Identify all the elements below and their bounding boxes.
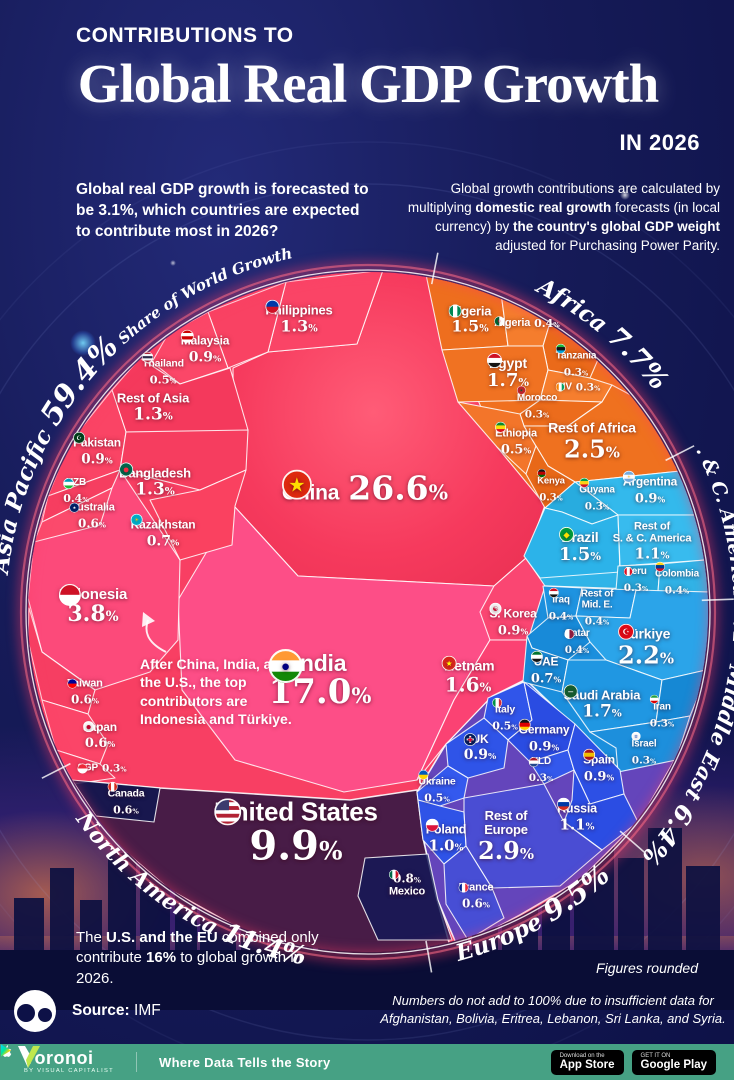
figures-rounded-note: Figures rounded xyxy=(596,960,698,976)
cell-kazakhstan xyxy=(149,469,247,561)
annotation-arrowhead xyxy=(142,612,155,627)
annotation-note: After China, India, and the U.S., the to… xyxy=(140,656,292,728)
cell-mexico xyxy=(357,853,453,941)
voronoi-leaf-icon xyxy=(18,1046,40,1068)
region-tick xyxy=(701,598,734,602)
footer-divider xyxy=(136,1052,138,1072)
cell-canada xyxy=(71,779,161,823)
region-tick xyxy=(425,940,433,973)
region-tick xyxy=(665,445,695,462)
page-title: Global Real GDP Growth xyxy=(77,53,659,114)
cell-egypt xyxy=(441,345,549,403)
cell-russia xyxy=(563,769,639,851)
google-play-badge[interactable]: GET IT ON Google Play xyxy=(1,1044,716,1075)
region-tick xyxy=(430,252,439,285)
footer-tagline: Where Data Tells the Story xyxy=(159,1054,331,1070)
source-row: Source: IMF xyxy=(14,990,161,1032)
brand-name: voronoi xyxy=(24,1048,94,1069)
us-eu-note: The U.S. and the EU combined only contri… xyxy=(76,929,319,987)
disclaimer-note: Numbers do not add to 100% due to insuff… xyxy=(380,993,726,1027)
subtitle: IN 2026 xyxy=(619,130,700,155)
footer-bar: voronoi BY VISUAL CAPITALIST Where Data … xyxy=(0,1044,734,1080)
cell-france xyxy=(443,845,505,941)
intro-question: Global real GDP growth is forecasted to … xyxy=(76,181,369,240)
region-tick xyxy=(41,762,71,779)
cell-peru xyxy=(615,563,661,593)
cell-rest-sc-america xyxy=(617,514,706,567)
visual-capitalist-logo-icon xyxy=(14,990,56,1032)
google-play-icon xyxy=(1,1044,11,1057)
cell-iran xyxy=(655,669,707,723)
brand-subtitle: BY VISUAL CAPITALIST xyxy=(24,1068,115,1075)
cell-rest-mid-east xyxy=(575,587,637,619)
source-text: Source: IMF xyxy=(72,1002,161,1019)
app-store-badge[interactable]: Download on the App Store xyxy=(1,1045,624,1075)
region-tick xyxy=(619,830,645,853)
brand-block[interactable]: voronoi BY VISUAL CAPITALIST xyxy=(24,1049,114,1075)
cell-rest-of-europe xyxy=(463,783,603,889)
cell-colombia xyxy=(657,559,708,601)
kicker: CONTRIBUTIONS TO xyxy=(76,24,294,47)
intro-methodology: Global growth contributions are calculat… xyxy=(407,181,720,253)
